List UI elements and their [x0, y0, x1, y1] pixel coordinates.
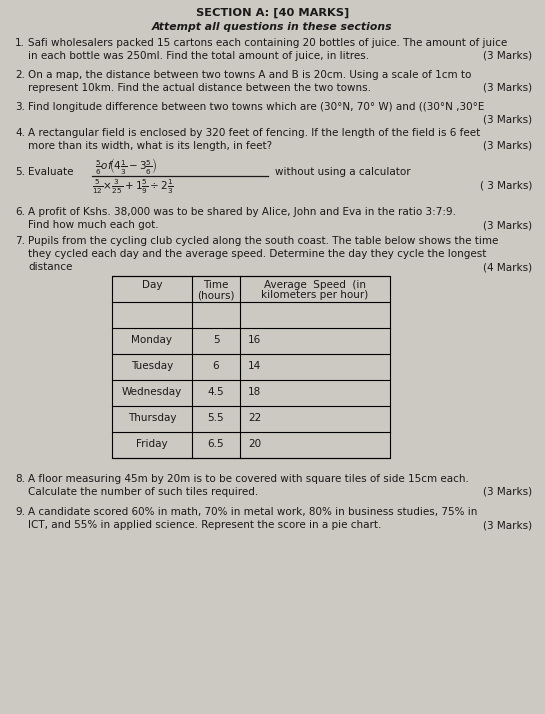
Text: 7.: 7. — [15, 236, 25, 246]
Text: 8.: 8. — [15, 474, 25, 484]
Text: 4.5: 4.5 — [208, 387, 225, 397]
Text: Thursday: Thursday — [128, 413, 176, 423]
Text: they cycled each day and the average speed. Determine the day they cycle the lon: they cycled each day and the average spe… — [28, 249, 486, 259]
Text: 6.5: 6.5 — [208, 439, 225, 449]
Text: ICT, and 55% in applied science. Represent the score in a pie chart.: ICT, and 55% in applied science. Represe… — [28, 520, 381, 530]
Text: 5.: 5. — [15, 167, 25, 177]
Text: ( 3 Marks): ( 3 Marks) — [480, 180, 532, 190]
Text: (3 Marks): (3 Marks) — [483, 83, 532, 93]
Text: Tuesday: Tuesday — [131, 361, 173, 371]
Text: Find longitude difference between two towns which are (30°N, 70° W) and ((30°N ,: Find longitude difference between two to… — [28, 102, 485, 112]
Text: 20: 20 — [248, 439, 261, 449]
Text: 9.: 9. — [15, 507, 25, 517]
Text: Day: Day — [142, 280, 162, 290]
Text: A candidate scored 60% in math, 70% in metal work, 80% in business studies, 75% : A candidate scored 60% in math, 70% in m… — [28, 507, 477, 517]
Text: 5: 5 — [213, 335, 219, 345]
Text: (3 Marks): (3 Marks) — [483, 487, 532, 497]
Text: (3 Marks): (3 Marks) — [483, 115, 532, 125]
Text: A floor measuring 45m by 20m is to be covered with square tiles of side 15cm eac: A floor measuring 45m by 20m is to be co… — [28, 474, 469, 484]
Bar — [112, 276, 390, 458]
Text: A rectangular field is enclosed by 320 feet of fencing. If the length of the fie: A rectangular field is enclosed by 320 f… — [28, 128, 480, 138]
Text: On a map, the distance between two towns A and B is 20cm. Using a scale of 1cm t: On a map, the distance between two towns… — [28, 70, 471, 80]
Text: 6.: 6. — [15, 207, 25, 217]
Text: Average  Speed  (in: Average Speed (in — [264, 280, 366, 290]
Text: (3 Marks): (3 Marks) — [483, 51, 532, 61]
Text: SECTION A: [40 MARKS]: SECTION A: [40 MARKS] — [196, 8, 349, 19]
Text: Friday: Friday — [136, 439, 168, 449]
Text: 14: 14 — [248, 361, 261, 371]
Text: Wednesday: Wednesday — [122, 387, 182, 397]
Text: without using a calculator: without using a calculator — [275, 167, 410, 177]
Text: $\frac{5}{6}$$of\!\left(4\frac{1}{3}-3\frac{5}{6}\right)$: $\frac{5}{6}$$of\!\left(4\frac{1}{3}-3\f… — [95, 156, 158, 176]
Text: 1.: 1. — [15, 38, 25, 48]
Text: Monday: Monday — [131, 335, 173, 345]
Text: 4.: 4. — [15, 128, 25, 138]
Text: (3 Marks): (3 Marks) — [483, 220, 532, 230]
Text: distance: distance — [28, 262, 72, 272]
Text: (3 Marks): (3 Marks) — [483, 141, 532, 151]
Text: 6: 6 — [213, 361, 219, 371]
Text: more than its width, what is its length, in feet?: more than its width, what is its length,… — [28, 141, 272, 151]
Text: in each bottle was 250ml. Find the total amount of juice, in litres.: in each bottle was 250ml. Find the total… — [28, 51, 369, 61]
Text: $\frac{5}{12}\!\times\!\frac{3}{25}+1\frac{5}{9}\div2\frac{1}{3}$: $\frac{5}{12}\!\times\!\frac{3}{25}+1\fr… — [92, 178, 174, 196]
Text: Calculate the number of such tiles required.: Calculate the number of such tiles requi… — [28, 487, 258, 497]
Text: represent 10km. Find the actual distance between the two towns.: represent 10km. Find the actual distance… — [28, 83, 371, 93]
Text: 5.5: 5.5 — [208, 413, 225, 423]
Text: Safi wholesalers packed 15 cartons each containing 20 bottles of juice. The amou: Safi wholesalers packed 15 cartons each … — [28, 38, 507, 48]
Text: Time: Time — [203, 280, 229, 290]
Text: (hours): (hours) — [197, 290, 235, 300]
Text: kilometers per hour): kilometers per hour) — [262, 290, 368, 300]
Text: Attempt all questions in these sections: Attempt all questions in these sections — [152, 22, 393, 32]
Text: A profit of Kshs. 38,000 was to be shared by Alice, John and Eva in the ratio 3:: A profit of Kshs. 38,000 was to be share… — [28, 207, 456, 217]
Text: 2.: 2. — [15, 70, 25, 80]
Text: Find how much each got.: Find how much each got. — [28, 220, 159, 230]
Text: 16: 16 — [248, 335, 261, 345]
Text: Evaluate: Evaluate — [28, 167, 74, 177]
Text: 3.: 3. — [15, 102, 25, 112]
Text: (3 Marks): (3 Marks) — [483, 520, 532, 530]
Text: Pupils from the cycling club cycled along the south coast. The table below shows: Pupils from the cycling club cycled alon… — [28, 236, 498, 246]
Text: (4 Marks): (4 Marks) — [483, 262, 532, 272]
Text: 18: 18 — [248, 387, 261, 397]
Text: 22: 22 — [248, 413, 261, 423]
